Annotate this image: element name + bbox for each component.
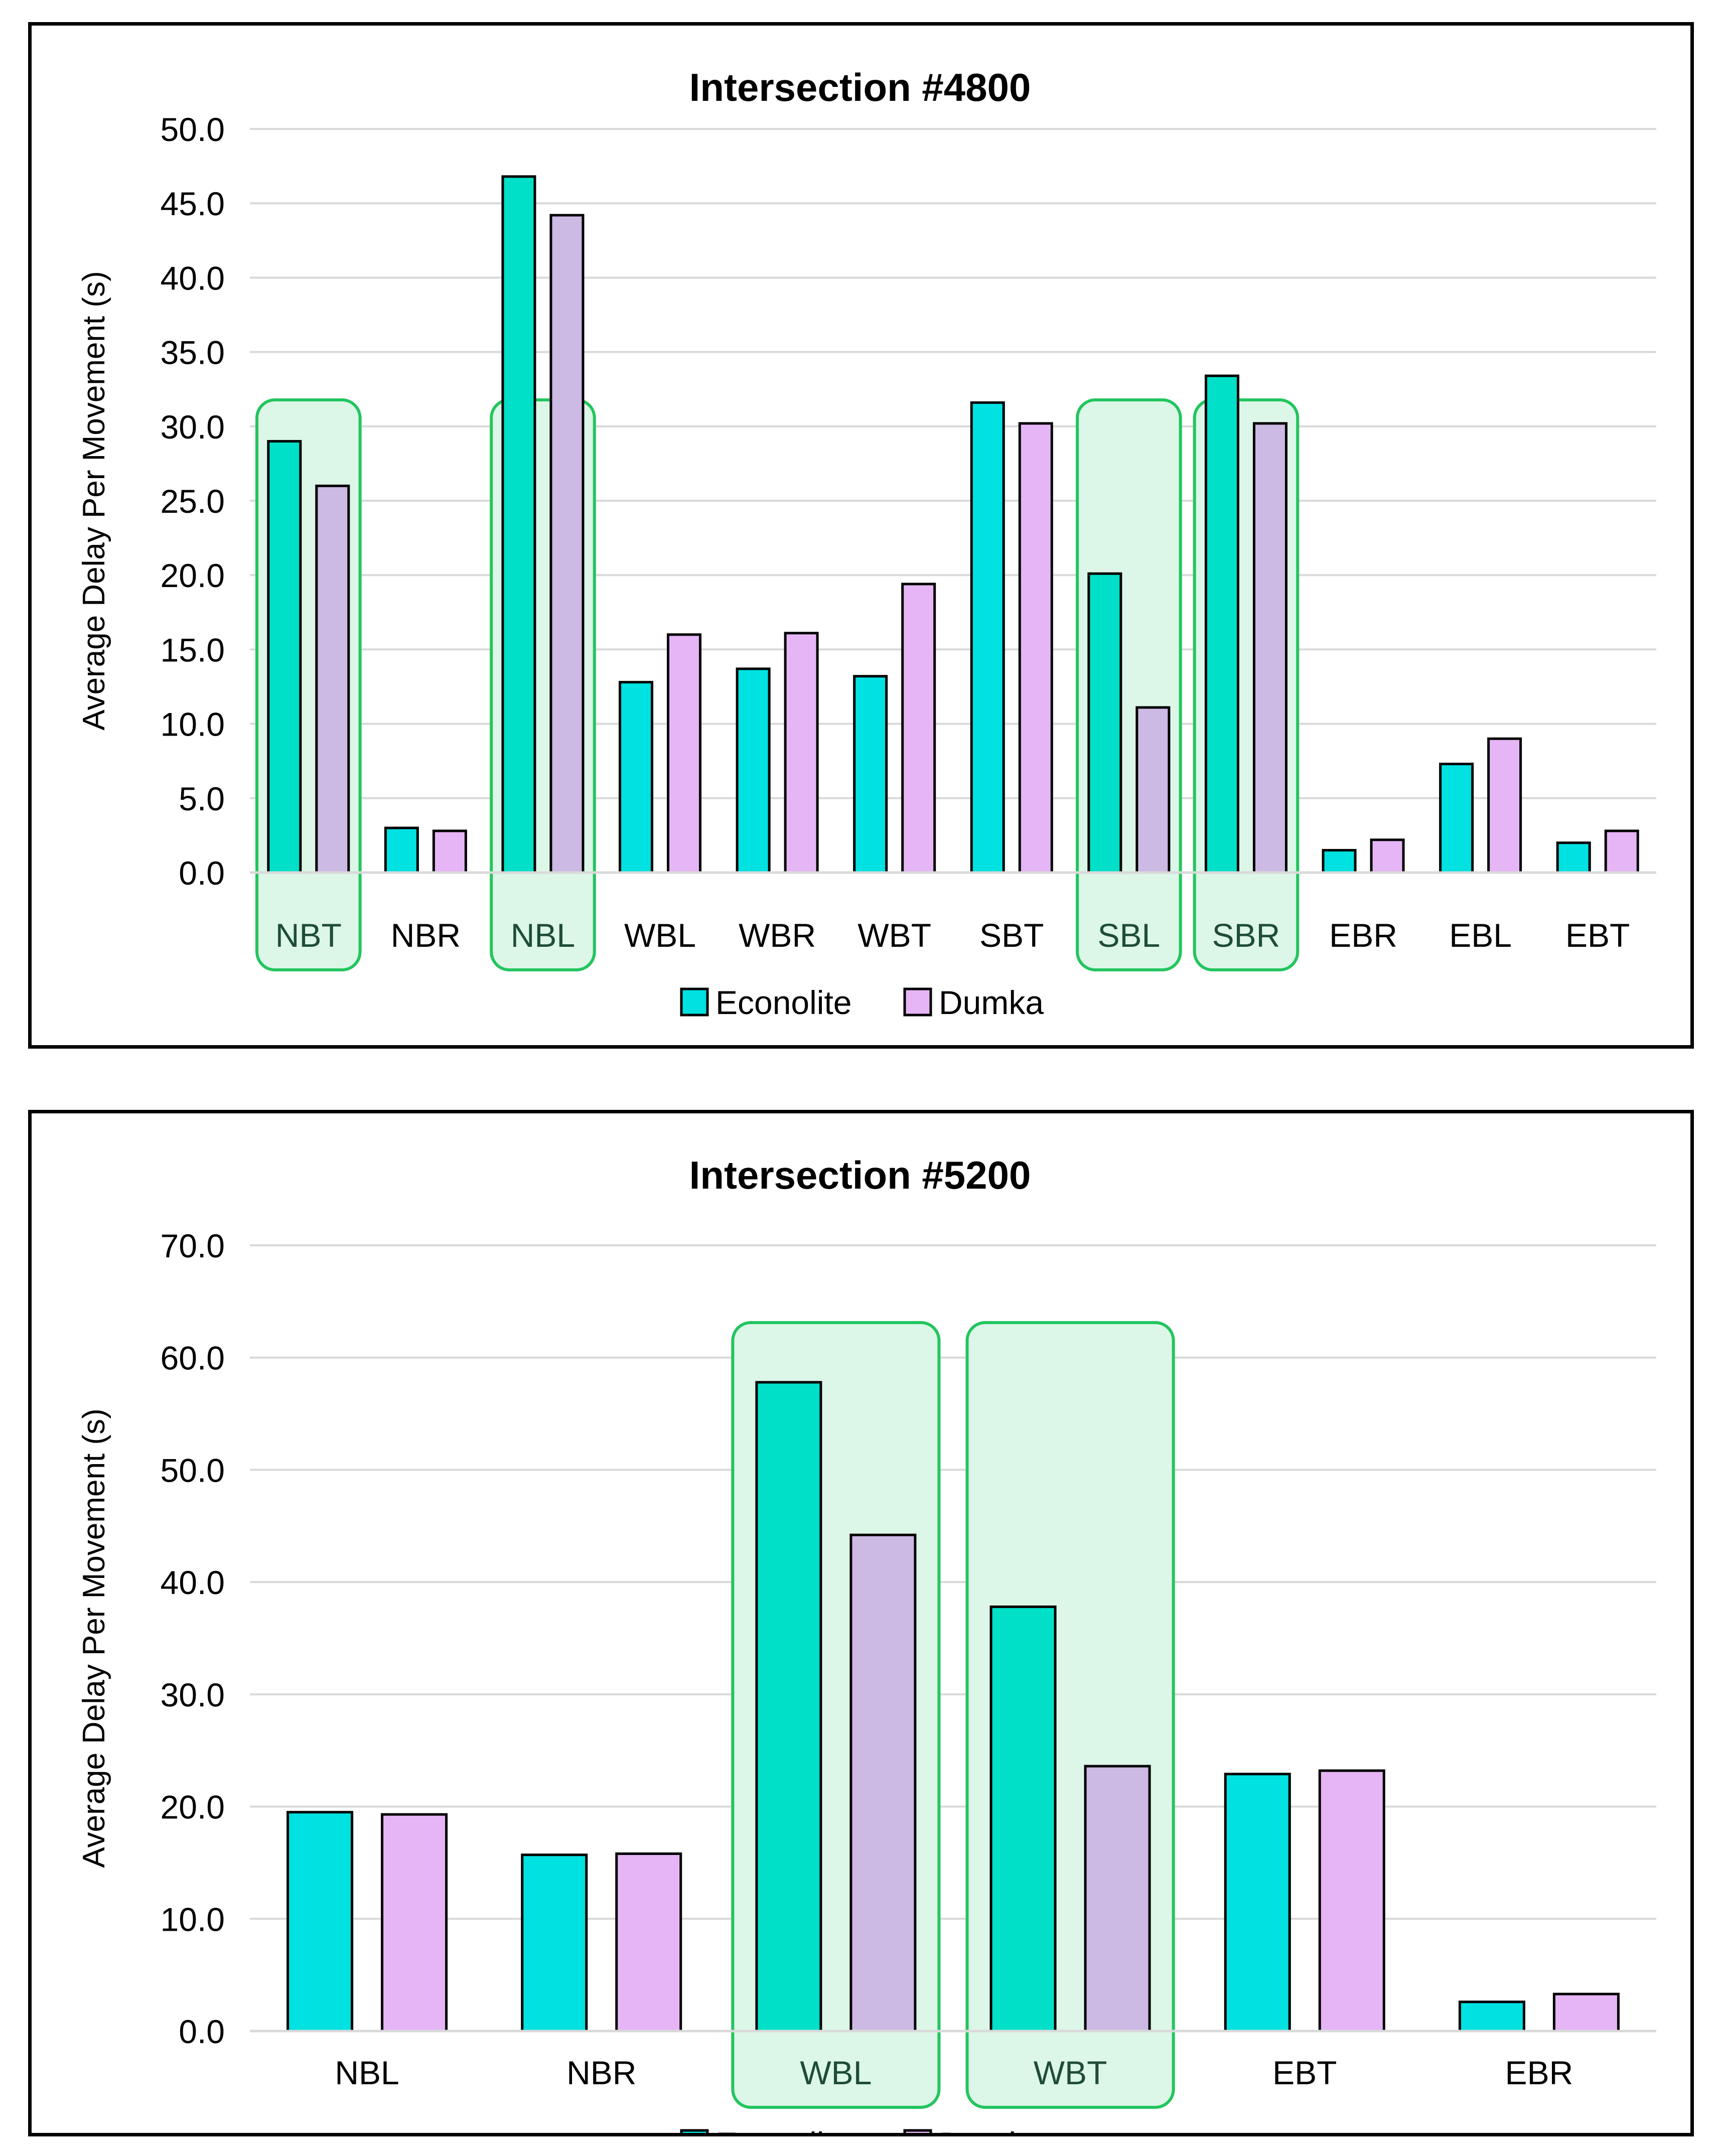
y-tick-label: 15.0	[161, 631, 225, 668]
x-tick-label: NBL	[335, 2054, 399, 2091]
bar-dumka-ebr	[1370, 838, 1405, 874]
legend-swatch-econolite	[680, 987, 709, 1017]
x-tick-label: WBT	[1034, 2054, 1107, 2091]
x-tick-label: NBR	[566, 2054, 636, 2091]
bar-econolite-ebl	[1439, 763, 1474, 874]
bar-econolite-ebr	[1322, 849, 1357, 874]
x-tick-label: SBL	[1098, 917, 1161, 954]
y-tick-label: 70.0	[161, 1227, 225, 1264]
bar-econolite-sbl	[1087, 572, 1122, 874]
x-tick-label: EBR	[1329, 917, 1397, 954]
y-tick-label: 25.0	[161, 483, 225, 520]
x-tick-label: WBL	[800, 2054, 872, 2091]
x-tick-label: WBL	[624, 917, 696, 954]
x-tick-label: WBT	[857, 917, 931, 954]
bar-dumka-ebr	[1552, 1992, 1620, 2033]
bar-econolite-sbt	[970, 401, 1005, 874]
x-tick-label: NBR	[391, 917, 461, 954]
x-tick-label: SBR	[1212, 917, 1280, 954]
bar-dumka-nbr	[615, 1852, 682, 2033]
x-tick-label: EBL	[1449, 917, 1512, 954]
bar-dumka-wbr	[784, 632, 819, 874]
bar-dumka-sbt	[1018, 422, 1053, 874]
x-tick-label: SBT	[979, 917, 1044, 954]
bar-econolite-sbr	[1204, 374, 1239, 874]
y-axis-label: Average Delay Per Movement (s)	[77, 271, 111, 730]
bar-dumka-ebl	[1487, 737, 1522, 874]
chart-panel-intersection-4800: Intersection #4800 0.0 5.0 10.0 15.0 20.0 25.0…	[28, 22, 1694, 1049]
y-tick-label: 60.0	[161, 1340, 225, 1377]
y-tick-label: 10.0	[161, 1901, 225, 1938]
y-tick-label: 50.0	[161, 1452, 225, 1489]
x-tick-label: EBT	[1272, 2054, 1337, 2091]
y-tick-label: 50.0	[161, 111, 225, 148]
bar-econolite-wbt	[989, 1605, 1057, 2033]
bar-econolite-ebt	[1556, 841, 1591, 874]
y-tick-label: 35.0	[161, 334, 225, 371]
bar-dumka-nbl	[549, 214, 585, 874]
x-tick-label: EBT	[1565, 917, 1630, 954]
y-tick-label: 0.0	[179, 2013, 225, 2050]
legend-label-dumka: Dumka	[939, 2125, 1044, 2133]
y-tick-label: 20.0	[161, 557, 225, 594]
legend-label-econolite: Econolite	[715, 984, 852, 1021]
legend-swatch-econolite	[680, 2129, 709, 2133]
legend-swatch-dumka	[903, 2129, 932, 2133]
bar-dumka-nbr	[432, 829, 467, 874]
chart-panel-intersection-5200: Intersection #5200 0.0 10.0 20.0 30.0 40.0 50.…	[28, 1110, 1694, 2136]
bar-dumka-ebt	[1604, 829, 1639, 874]
y-tick-label: 45.0	[161, 185, 225, 222]
bar-econolite-wbl	[755, 1381, 822, 2033]
bar-econolite-nbr	[384, 826, 419, 874]
y-axis-label: Average Delay Per Movement (s)	[77, 1408, 111, 1867]
bar-econolite-nbl	[501, 175, 536, 874]
bar-econolite-nbr	[521, 1853, 588, 2033]
bar-econolite-ebr	[1458, 2000, 1525, 2033]
legend-label-econolite: Econolite	[715, 2125, 852, 2133]
bar-dumka-wbl	[667, 633, 702, 874]
bar-dumka-wbt	[901, 583, 936, 874]
y-tick-label: 40.0	[161, 259, 225, 297]
legend-swatch-dumka	[903, 987, 932, 1017]
bar-dumka-nbl	[381, 1813, 448, 2033]
y-tick-label: 20.0	[161, 1789, 225, 1826]
x-tick-label: WBR	[739, 917, 816, 954]
y-tick-label: 30.0	[161, 408, 225, 446]
bar-econolite-nbl	[286, 1811, 354, 2033]
bar-econolite-ebt	[1224, 1773, 1291, 2033]
bar-dumka-wbl	[849, 1533, 917, 2033]
bar-econolite-wbt	[853, 675, 888, 874]
chart-intersection-4800: Intersection #4800 0.0 5.0 10.0 15.0 20.0 25.0…	[77, 65, 1656, 1021]
y-tick-label: 10.0	[161, 706, 225, 743]
bar-econolite-wbl	[619, 681, 654, 874]
bar-dumka-wbt	[1084, 1765, 1151, 2033]
x-tick-label: NBT	[275, 917, 342, 954]
y-tick-label: 0.0	[179, 854, 225, 892]
x-tick-label: EBR	[1505, 2054, 1573, 2091]
y-tick-label: 5.0	[179, 780, 225, 817]
chart-title: Intersection #5200	[689, 1153, 1031, 1197]
y-tick-label: 40.0	[161, 1564, 225, 1601]
bar-dumka-sbl	[1135, 706, 1171, 874]
bar-dumka-sbr	[1252, 422, 1287, 874]
chart-title: Intersection #4800	[689, 65, 1031, 109]
legend-label-dumka: Dumka	[939, 984, 1044, 1021]
bar-econolite-nbt	[267, 440, 302, 874]
chart-intersection-5200: Intersection #5200 0.0 10.0 20.0 30.0 40.0 50.…	[77, 1153, 1656, 2133]
x-tick-label: NBL	[511, 917, 575, 954]
bar-econolite-wbr	[736, 667, 771, 874]
bar-dumka-nbt	[315, 484, 350, 874]
bar-dumka-ebt	[1318, 1769, 1385, 2033]
y-tick-label: 30.0	[161, 1676, 225, 1713]
